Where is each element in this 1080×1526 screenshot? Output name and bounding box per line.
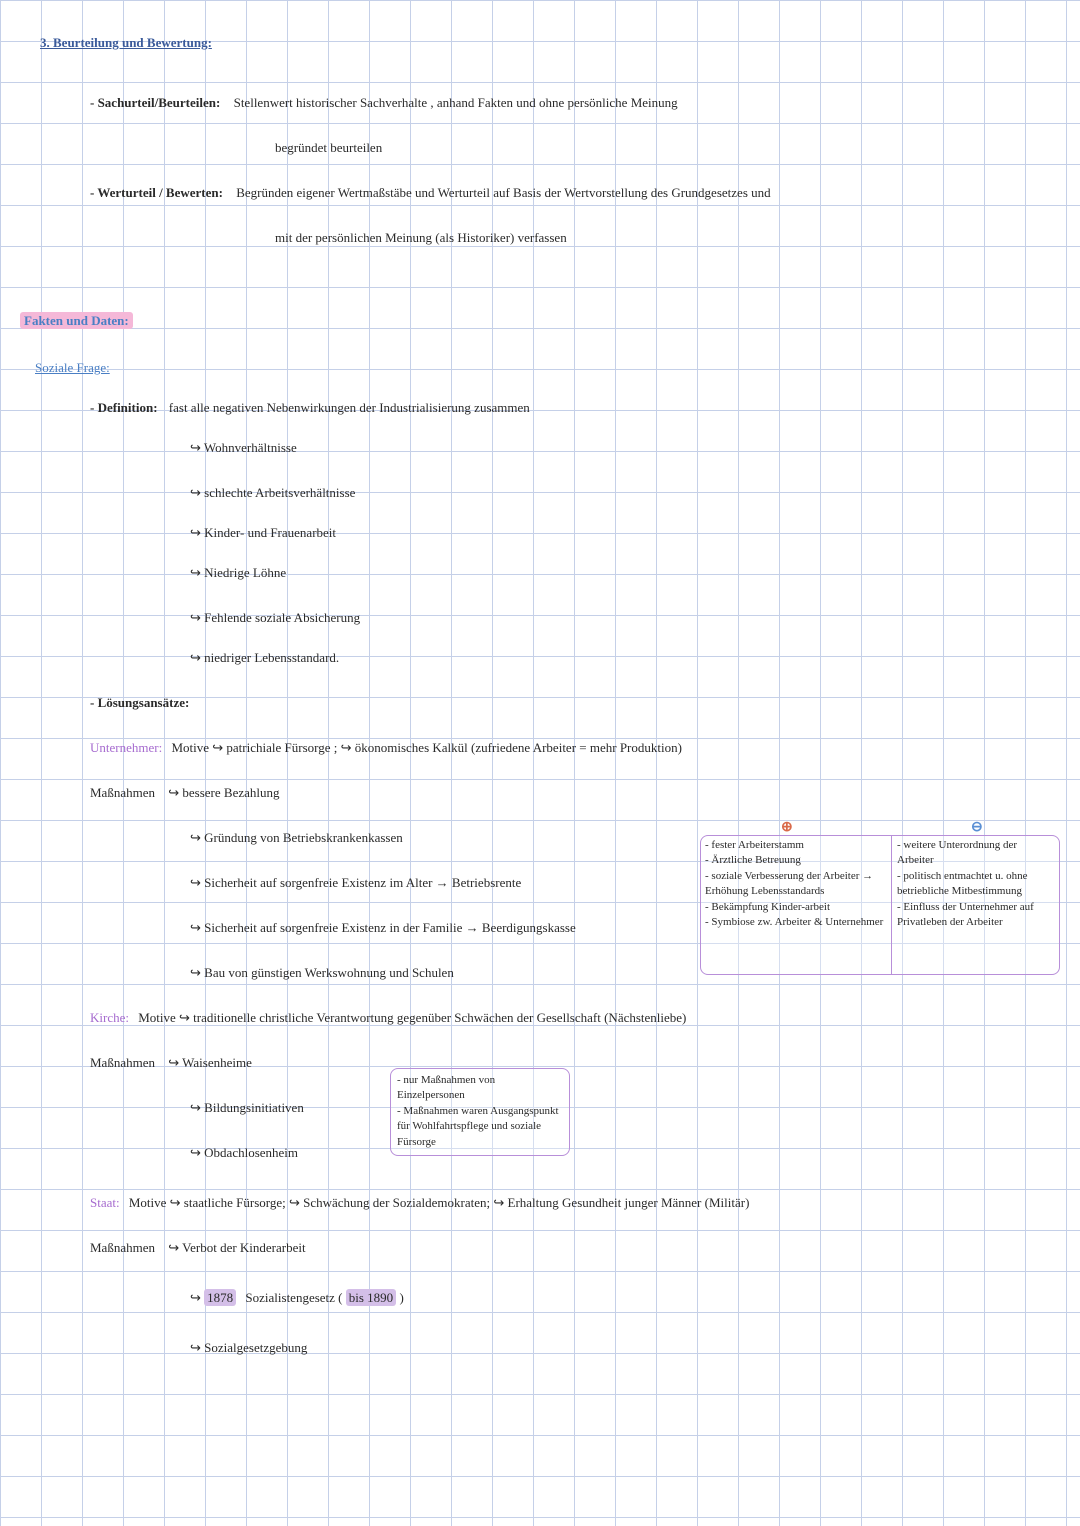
cons-list: weitere Unterordnung der Arbeiter politi…	[897, 838, 1055, 930]
unternehmer-m2: Gründung von Betriebskrankenkassen	[190, 830, 403, 846]
werturteil-text1: Begründen eigener Wertmaßstäbe und Wertu…	[236, 185, 770, 200]
werturteil-row: - Werturteil / Bewerten: Begründen eigen…	[90, 185, 771, 201]
unternehmer-m1: bessere Bezahlung	[168, 785, 279, 800]
plus-icon: ⊕	[781, 818, 793, 838]
section-heading: 3. Beurteilung und Bewertung:	[40, 35, 212, 51]
def-item-d: Niedrige Löhne	[190, 565, 286, 581]
staat-mass-label: Maßnahmen	[90, 1240, 155, 1255]
staat-m2-row: ↪ 1878 Sozialistengesetz ( bis 1890 )	[190, 1290, 404, 1306]
box-divider	[891, 836, 892, 974]
kirche-note-a: nur Maßnahmen von Einzelpersonen	[397, 1073, 563, 1104]
kirche-m1: Waisenheime	[168, 1055, 252, 1070]
soziale-frage-heading: Soziale Frage:	[35, 360, 110, 376]
unternehmer-m4: Sicherheit auf sorgenfreie Existenz in d…	[190, 920, 576, 936]
werturteil-text2: mit der persönlichen Meinung (als Histor…	[275, 230, 567, 246]
def-item-c: Kinder- und Frauenarbeit	[190, 525, 336, 541]
def-item-a: Wohnverhältnisse	[190, 440, 297, 456]
werturteil-label: - Werturteil / Bewerten:	[90, 185, 223, 200]
pros-list: fester Arbeiterstamm Ärztliche Betreuung…	[705, 838, 885, 930]
pro-item: soziale Verbesserung der Arbeiter → Erhö…	[705, 869, 885, 900]
staat-m2-text: Sozialistengesetz (	[245, 1290, 342, 1305]
sachurteil-text1: Stellenwert historischer Sachverhalte , …	[234, 95, 678, 110]
staat-m2-bis: bis 1890	[346, 1289, 396, 1306]
unternehmer-row: Unternehmer: Motive ↪ patrichiale Fürsor…	[90, 740, 682, 756]
definition-row: - Definition: fast alle negativen Nebenw…	[90, 400, 530, 416]
unternehmer-m3: Sicherheit auf sorgenfreie Existenz im A…	[190, 875, 521, 891]
unternehmer-mass-row: Maßnahmen bessere Bezahlung	[90, 785, 280, 801]
con-item: politisch entmachtet u. ohne betrieblich…	[897, 869, 1055, 900]
fakten-text: Fakten und Daten:	[20, 312, 133, 329]
sachurteil-row: - Sachurteil/Beurteilen: Stellenwert his…	[90, 95, 678, 111]
con-item: weitere Unterordnung der Arbeiter	[897, 838, 1055, 869]
loesungsansaetze-heading: - Lösungsansätze:	[90, 695, 189, 711]
staat-m1: Verbot der Kinderarbeit	[168, 1240, 305, 1255]
fakten-heading: Fakten und Daten:	[20, 313, 133, 329]
sachurteil-text2: begründet beurteilen	[275, 140, 382, 156]
pro-item: Bekämpfung Kinder-arbeit	[705, 900, 885, 915]
staat-m2-end: )	[399, 1290, 403, 1305]
staat-mass-row: Maßnahmen Verbot der Kinderarbeit	[90, 1240, 306, 1256]
def-item-f: niedriger Lebensstandard.	[190, 650, 339, 666]
staat-motive: Motive ↪ staatliche Fürsorge; ↪ Schwächu…	[129, 1195, 750, 1210]
staat-row: Staat: Motive ↪ staatliche Fürsorge; ↪ S…	[90, 1195, 749, 1211]
staat-label: Staat:	[90, 1195, 120, 1210]
def-item-b: schlechte Arbeitsverhältnisse	[190, 485, 355, 501]
unternehmer-m5: Bau von günstigen Werkswohnung und Schul…	[190, 965, 454, 981]
pros-cons-box: ⊕ ⊖ fester Arbeiterstamm Ärztliche Betre…	[700, 835, 1060, 975]
kirche-note-b: Maßnahmen waren Ausgangspunkt für Wohlfa…	[397, 1104, 563, 1150]
kirche-m2: Bildungsinitiativen	[190, 1100, 304, 1116]
kirche-mass-row: Maßnahmen Waisenheime	[90, 1055, 252, 1071]
def-item-e: Fehlende soziale Absicherung	[190, 610, 360, 626]
staat-m3: Sozialgesetzgebung	[190, 1340, 307, 1356]
definition-text: fast alle negativen Nebenwirkungen der I…	[169, 400, 530, 415]
kirche-mass-label: Maßnahmen	[90, 1055, 155, 1070]
pro-item: fester Arbeiterstamm	[705, 838, 885, 853]
staat-m2-year: 1878	[204, 1289, 236, 1306]
kirche-row: Kirche: Motive ↪ traditionelle christlic…	[90, 1010, 686, 1026]
unternehmer-label: Unternehmer:	[90, 740, 162, 755]
kirche-label: Kirche:	[90, 1010, 129, 1025]
definition-label: - Definition:	[90, 400, 158, 415]
pro-item: Symbiose zw. Arbeiter & Unternehmer	[705, 915, 885, 930]
kirche-note-box: nur Maßnahmen von Einzelpersonen Maßnahm…	[390, 1068, 570, 1156]
kirche-m3: Obdachlosenheim	[190, 1145, 298, 1161]
sachurteil-label: - Sachurteil/Beurteilen:	[90, 95, 220, 110]
page-content: 3. Beurteilung und Bewertung: - Sachurte…	[0, 0, 1080, 1526]
kirche-motive: Motive ↪ traditionelle christliche Veran…	[138, 1010, 686, 1025]
unternehmer-mass-label: Maßnahmen	[90, 785, 155, 800]
minus-icon: ⊖	[971, 818, 983, 838]
pro-item: Ärztliche Betreuung	[705, 853, 885, 868]
unternehmer-motive: Motive ↪ patrichiale Fürsorge ; ↪ ökonom…	[171, 740, 681, 755]
con-item: Einfluss der Unternehmer auf Privatleben…	[897, 900, 1055, 931]
